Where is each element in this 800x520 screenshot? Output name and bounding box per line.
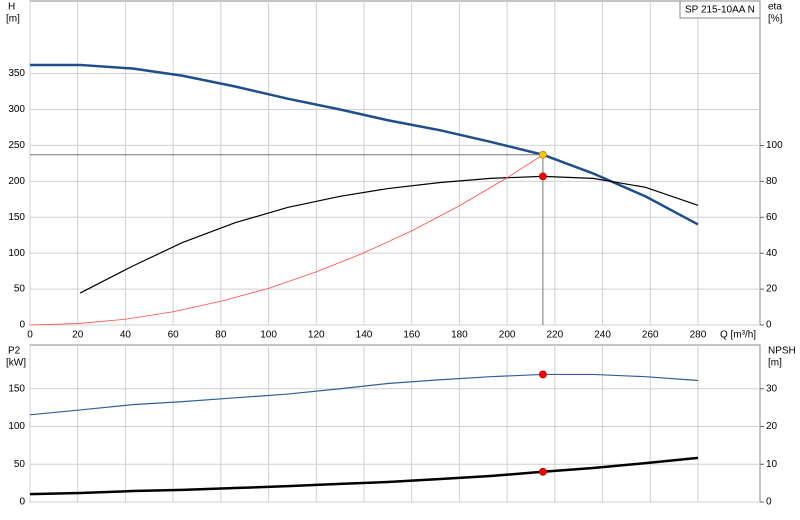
x-tick-label: 260 bbox=[642, 330, 659, 341]
point-marker bbox=[539, 467, 547, 476]
x-tick-label: 240 bbox=[594, 330, 611, 341]
y-axis-unit: [kW] bbox=[6, 358, 26, 369]
y-axis-unit: [m] bbox=[6, 14, 20, 25]
point-marker bbox=[539, 150, 547, 159]
x-tick-label: 180 bbox=[451, 330, 468, 341]
curve bbox=[30, 63, 699, 226]
y-tick-label: 50 bbox=[14, 284, 26, 295]
plot-area bbox=[29, 344, 761, 503]
point-marker bbox=[539, 172, 547, 181]
curve bbox=[29, 456, 699, 496]
x-tick-label: 140 bbox=[356, 330, 373, 341]
y-tick-label: 350 bbox=[8, 68, 25, 79]
curve bbox=[29, 373, 699, 416]
y-tick-label: 250 bbox=[8, 140, 25, 151]
y2-axis-unit: [m] bbox=[768, 358, 782, 369]
y-tick-label: 300 bbox=[8, 104, 25, 115]
title-box bbox=[679, 0, 761, 19]
y-tick-label: 200 bbox=[8, 176, 25, 187]
x-tick-label: 0 bbox=[27, 330, 33, 341]
chart-title: SP 215-10AA N bbox=[685, 5, 755, 16]
y-tick-label: 150 bbox=[8, 383, 25, 394]
y2-tick-label: 10 bbox=[766, 459, 778, 470]
y2-tick-label: 80 bbox=[766, 176, 778, 187]
y2-tick-label: 20 bbox=[766, 284, 778, 295]
y2-axis-label: eta bbox=[768, 2, 782, 13]
x-tick-label: 120 bbox=[308, 330, 325, 341]
x-tick-label: 100 bbox=[260, 330, 277, 341]
y-tick-label: 50 bbox=[14, 459, 26, 470]
x-tick-label: 220 bbox=[546, 330, 563, 341]
y-tick-label: 100 bbox=[8, 248, 25, 259]
y-tick-label: 100 bbox=[8, 421, 25, 432]
x-tick-label: 200 bbox=[499, 330, 516, 341]
y2-axis-label: NPSH bbox=[768, 346, 796, 357]
x-tick-label: 40 bbox=[120, 330, 132, 341]
y2-tick-label: 40 bbox=[766, 248, 778, 259]
y2-tick-label: 0 bbox=[766, 320, 772, 331]
y2-tick-label: 20 bbox=[766, 421, 778, 432]
x-tick-label: 60 bbox=[168, 330, 180, 341]
x-axis-label: Q [m³/h] bbox=[720, 330, 756, 341]
y-axis-label: H bbox=[8, 2, 15, 13]
y2-tick-label: 60 bbox=[766, 212, 778, 223]
y-tick-label: 150 bbox=[8, 212, 25, 223]
y2-tick-label: 30 bbox=[766, 383, 778, 394]
x-tick-label: 280 bbox=[690, 330, 707, 341]
x-tick-label: 80 bbox=[215, 330, 227, 341]
x-tick-label: 160 bbox=[403, 330, 420, 341]
y-tick-label: 0 bbox=[19, 320, 25, 331]
y2-axis-unit: [%] bbox=[768, 14, 783, 25]
y2-tick-label: 100 bbox=[766, 140, 783, 151]
x-tick-label: 20 bbox=[72, 330, 84, 341]
y2-tick-label: 0 bbox=[766, 497, 772, 508]
y-tick-label: 0 bbox=[19, 497, 25, 508]
curve bbox=[29, 154, 544, 326]
point-marker bbox=[539, 370, 547, 379]
y-axis-label: P2 bbox=[8, 346, 21, 357]
plot-area bbox=[29, 0, 761, 326]
curve bbox=[79, 175, 699, 294]
